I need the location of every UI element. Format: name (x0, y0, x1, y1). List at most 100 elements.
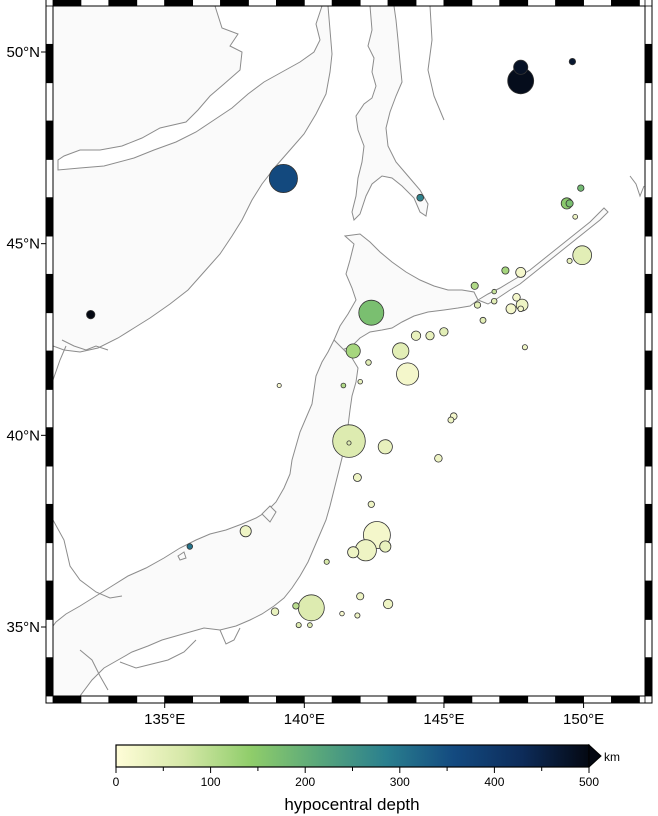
frame-inner-border (52, 5, 646, 697)
frame-segment (192, 695, 221, 704)
frame-segment (583, 695, 612, 704)
frame-segment (45, 158, 54, 199)
tsushima-coast (79, 649, 109, 691)
frame-segment (45, 618, 54, 659)
frame-segment (415, 0, 445, 7)
frame-segment (644, 158, 653, 199)
frame-outer-border (45, 0, 653, 704)
frame-segment (644, 120, 653, 160)
frame-segment (611, 0, 640, 7)
earthquake-marker (513, 59, 529, 75)
earthquake-marker (365, 359, 372, 366)
earthquake-marker (297, 594, 325, 622)
korea-east-coast (53, 345, 67, 381)
frame-segment (220, 0, 249, 7)
frame-segment (644, 82, 653, 122)
oki-islands (177, 551, 187, 561)
earthquake-marker (566, 257, 573, 264)
earthquake-marker (425, 331, 435, 341)
frame-segment (644, 580, 653, 620)
frame-segment (644, 197, 653, 237)
earthquake-marker (352, 473, 362, 482)
frame-segment (471, 0, 501, 7)
frame-segment (644, 427, 653, 467)
earthquake-marker (86, 309, 96, 320)
frame-segment (499, 695, 529, 704)
hokkaido-north-coast-line (427, 6, 445, 121)
longitude-tick-label: 135°E (144, 711, 185, 728)
latitude-tick-label: 50°N (6, 44, 40, 61)
earthquake-marker (357, 379, 363, 385)
earthquake-marker (515, 266, 527, 278)
frame-segment (52, 695, 82, 704)
honshu-island (53, 339, 359, 696)
earthquake-marker (568, 57, 577, 66)
frame-segment (644, 312, 653, 352)
frame-segment (387, 695, 417, 704)
earthquake-marker (572, 214, 578, 220)
frame-segment (331, 0, 361, 7)
frame-segment (275, 695, 305, 704)
korea-peninsula-coast (53, 519, 123, 599)
frame-segment (52, 0, 82, 7)
mainland-asia-landmass (53, 6, 333, 353)
frame-segment (359, 695, 389, 704)
frame-segment (471, 695, 501, 704)
earthquake-marker (292, 602, 300, 610)
colorbar-tick-label: 0 (113, 775, 120, 789)
frame-segment (45, 427, 54, 467)
frame-segment (220, 695, 249, 704)
frame-segment (331, 695, 361, 704)
frame-segment (555, 695, 584, 704)
earthquake-marker (447, 416, 455, 424)
earthquake-marker (501, 266, 510, 275)
earthquake-marker (379, 540, 392, 553)
frame-segment (45, 465, 54, 505)
frame-segment (387, 0, 417, 7)
frame-segment (639, 695, 646, 704)
longitude-tick-label: 140°E (284, 711, 325, 728)
colorbar-tick-label: 100 (201, 775, 221, 789)
frame-segment (80, 695, 110, 704)
colorbar-gradient-bar (115, 744, 590, 768)
latitude-tick-label: 35°N (6, 619, 40, 636)
earthquake-marker (479, 316, 487, 324)
kamchatka-tip-coast (629, 175, 645, 198)
frame-segment (45, 503, 54, 544)
frame-segment (583, 0, 612, 7)
latitude-tick-label: 40°N (6, 427, 40, 444)
frame-segment (644, 503, 653, 544)
earthquake-marker (323, 558, 330, 565)
frame-segment (45, 273, 54, 314)
frame-segment (527, 695, 557, 704)
earthquake-marker (340, 382, 347, 389)
sado-island (261, 505, 277, 523)
frame-segment (443, 695, 473, 704)
earthquake-marker (358, 299, 385, 326)
frame-segment (45, 120, 54, 160)
frame-segment (45, 82, 54, 122)
earthquake-marker (565, 199, 574, 208)
earthquake-marker (346, 440, 352, 446)
earthquake-marker (577, 184, 585, 192)
shikoku-coast (119, 639, 197, 669)
map-area (53, 6, 645, 696)
earthquake-marker (491, 288, 497, 295)
earthquake-marker (517, 305, 524, 312)
earthquake-marker (410, 330, 422, 341)
earthquake-marker (347, 546, 360, 559)
colorbar-tick-label: 500 (579, 775, 599, 789)
primorye-coast-detail (61, 339, 109, 351)
frame-segment (644, 235, 653, 275)
izu-peninsula-coast (219, 627, 241, 645)
frame-segment (644, 618, 653, 659)
frame-segment (45, 312, 54, 352)
frame-segment (639, 0, 646, 7)
colorbar-overflow-triangle (588, 743, 602, 769)
frame-segment (45, 388, 54, 429)
earthquake-marker (470, 281, 479, 290)
colorbar-unit: km (604, 750, 620, 764)
frame-segment (303, 695, 333, 704)
frame-segment (527, 0, 557, 7)
earthquake-marker (396, 362, 420, 386)
